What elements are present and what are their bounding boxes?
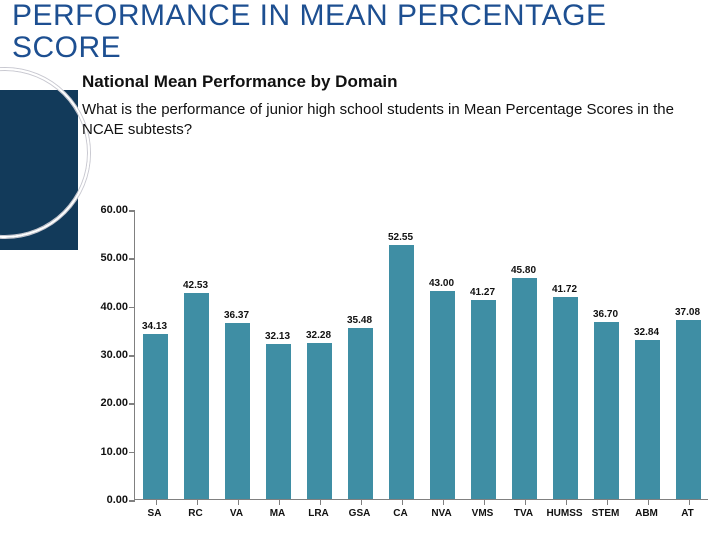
x-tick <box>484 499 486 505</box>
bar <box>430 291 455 499</box>
bar-value-label: 45.80 <box>511 265 536 276</box>
x-axis-label: VMS <box>472 508 494 519</box>
bar <box>143 334 168 499</box>
x-axis-label: CA <box>393 508 407 519</box>
x-tick <box>607 499 609 505</box>
x-tick <box>566 499 568 505</box>
y-tick <box>129 355 135 357</box>
bar-value-label: 32.13 <box>265 331 290 342</box>
slide-subtitle: National Mean Performance by Domain <box>82 72 702 92</box>
bar <box>635 340 660 499</box>
x-axis-label: LRA <box>308 508 329 519</box>
x-axis-label: ABM <box>635 508 658 519</box>
bar-value-label: 36.70 <box>593 309 618 320</box>
y-tick <box>129 403 135 405</box>
x-axis-label: SA <box>148 508 162 519</box>
x-axis-label: TVA <box>514 508 533 519</box>
x-tick <box>156 499 158 505</box>
x-axis-label: GSA <box>349 508 371 519</box>
y-axis-label: 0.00 <box>107 494 128 506</box>
x-axis-label: AT <box>681 508 694 519</box>
y-tick <box>129 307 135 309</box>
bar-chart: 0.00 10.00 20.00 30.00 40.00 50.00 60.00 SA RC V… <box>82 200 712 530</box>
bar-value-label: 42.53 <box>183 280 208 291</box>
bar <box>471 300 496 499</box>
x-tick <box>402 499 404 505</box>
bar <box>307 343 332 499</box>
bar-value-label: 43.00 <box>429 278 454 289</box>
x-axis-label: NVA <box>431 508 451 519</box>
y-axis-label: 40.00 <box>100 301 128 313</box>
slide-title: PERFORMANCE IN MEAN PERCENTAGE SCORE <box>12 0 712 63</box>
y-axis-label: 10.00 <box>100 446 128 458</box>
x-tick <box>361 499 363 505</box>
bar-value-label: 32.84 <box>634 327 659 338</box>
x-tick <box>648 499 650 505</box>
bar <box>676 320 701 499</box>
y-tick <box>129 452 135 454</box>
slide: PERFORMANCE IN MEAN PERCENTAGE SCORE Nat… <box>0 0 720 540</box>
x-tick <box>279 499 281 505</box>
bar-value-label: 37.08 <box>675 307 700 318</box>
bar-value-label: 32.28 <box>306 330 331 341</box>
plot-area <box>134 210 708 500</box>
y-tick <box>129 500 135 502</box>
bar-value-label: 52.55 <box>388 232 413 243</box>
bar <box>266 344 291 499</box>
bar <box>512 278 537 499</box>
y-tick <box>129 258 135 260</box>
y-axis-label: 50.00 <box>100 252 128 264</box>
x-axis-label: VA <box>230 508 243 519</box>
bar-value-label: 36.37 <box>224 310 249 321</box>
bar <box>184 293 209 499</box>
x-axis-label: MA <box>270 508 286 519</box>
bar-value-label: 41.27 <box>470 287 495 298</box>
x-tick <box>443 499 445 505</box>
bar <box>553 297 578 499</box>
y-axis-label: 60.00 <box>100 204 128 216</box>
bar <box>348 328 373 499</box>
x-tick <box>689 499 691 505</box>
x-axis-label: STEM <box>592 508 620 519</box>
y-axis-label: 30.00 <box>100 349 128 361</box>
x-axis-label: RC <box>188 508 202 519</box>
bar-value-label: 41.72 <box>552 284 577 295</box>
y-tick <box>129 210 135 212</box>
x-tick <box>197 499 199 505</box>
bar <box>594 322 619 499</box>
bar <box>225 323 250 499</box>
bar <box>389 245 414 499</box>
x-tick <box>238 499 240 505</box>
bar-value-label: 35.48 <box>347 315 372 326</box>
x-axis-label: HUMSS <box>546 508 582 519</box>
y-axis-label: 20.00 <box>100 397 128 409</box>
bar-value-label: 34.13 <box>142 321 167 332</box>
x-tick <box>525 499 527 505</box>
x-tick <box>320 499 322 505</box>
slide-question: What is the performance of junior high s… <box>82 100 682 139</box>
